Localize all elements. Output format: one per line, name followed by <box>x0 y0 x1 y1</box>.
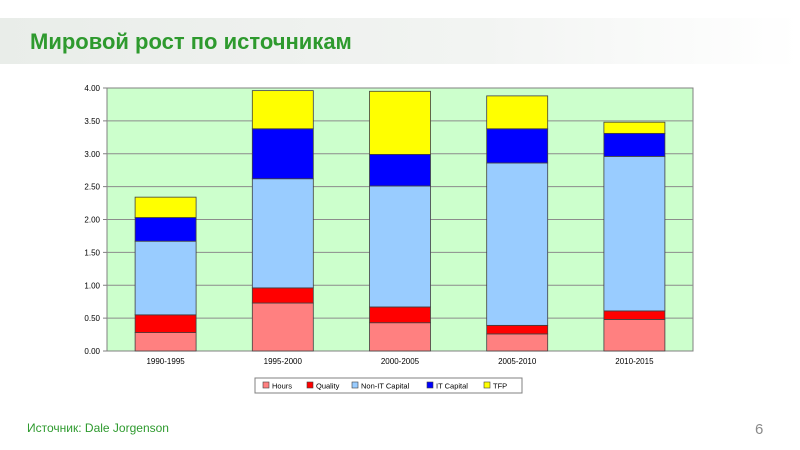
source-note: Источник: Dale Jorgenson <box>27 421 169 435</box>
bar-segment-it-capital <box>486 128 549 164</box>
y-tick-labels: 0.00 0.50 1.00 1.50 2.00 2.50 3.00 3.50 4.00 <box>84 84 100 356</box>
page-title: Мировой рост по источникам <box>30 29 352 54</box>
bar-segment-quality <box>369 306 431 324</box>
y-tick-label: 4.00 <box>84 84 100 93</box>
x-tick-label: 2005-2010 <box>498 357 537 366</box>
bar-segment-hours <box>486 333 549 352</box>
legend-swatch <box>351 381 359 389</box>
legend-label: Hours <box>272 382 292 391</box>
x-tick-label: 2000-2005 <box>381 357 420 366</box>
legend-label: Quality <box>316 382 340 391</box>
legend-label: Non-IT Capital <box>361 382 410 391</box>
x-tick-label: 2010-2015 <box>615 357 654 366</box>
x-tick-label: 1990-1995 <box>146 357 185 366</box>
y-tick-label: 3.00 <box>84 150 100 159</box>
source-name: Dale Jorgenson <box>84 421 169 435</box>
bar-segment-non-it-capital <box>603 155 666 312</box>
y-tick-label: 3.50 <box>84 117 100 126</box>
bar-segment-hours <box>369 322 431 352</box>
legend-swatch <box>483 381 491 389</box>
legend-swatch <box>306 381 314 389</box>
y-tick-label: 1.50 <box>84 248 100 257</box>
x-tick-labels: 1990-1995 1995-2000 2000-2005 2005-2010 2010… <box>146 357 654 366</box>
title-bar <box>0 18 800 64</box>
bar-segment-non-it-capital <box>134 240 197 316</box>
legend-swatch <box>262 381 270 389</box>
source-prefix: Источник: <box>27 421 85 435</box>
legend-box <box>254 377 523 394</box>
bar-segment-hours <box>251 302 314 352</box>
bar-segment-it-capital <box>134 217 197 242</box>
y-tick-label: 0.50 <box>84 314 100 323</box>
bar-segment-it-capital <box>369 154 431 187</box>
bar-segment-non-it-capital <box>369 185 431 308</box>
bar-segment-tfp <box>603 121 666 134</box>
bar-segment-tfp <box>486 95 549 130</box>
legend-label: IT Capital <box>436 382 468 391</box>
y-tick-label: 0.00 <box>84 347 100 356</box>
x-tick-label: 1995-2000 <box>264 357 303 366</box>
bar-segment-non-it-capital <box>486 162 549 326</box>
bar-segment-tfp <box>134 196 197 218</box>
bars-layer <box>134 90 666 352</box>
bar-segment-hours <box>603 319 666 352</box>
bar-segment-quality <box>251 287 314 304</box>
chart-legend: Hours Quality Non-IT Capital IT Capital TFP <box>254 377 523 394</box>
bar-segment-quality <box>603 310 666 320</box>
bar-segment-tfp <box>251 90 314 130</box>
bar-segment-non-it-capital <box>251 178 314 289</box>
legend-swatch <box>426 381 434 389</box>
bar-segment-it-capital <box>251 128 314 180</box>
y-tick-label: 2.00 <box>84 216 100 225</box>
bar-segment-hours <box>134 332 197 352</box>
bar-segment-tfp <box>369 90 431 155</box>
y-tick-label: 2.50 <box>84 183 100 192</box>
bar-segment-quality <box>486 324 549 335</box>
y-tick-label: 1.00 <box>84 281 100 290</box>
bar-segment-it-capital <box>603 132 666 157</box>
bar-segment-quality <box>134 314 197 333</box>
legend-label: TFP <box>493 382 507 391</box>
page-number: 6 <box>755 421 764 438</box>
